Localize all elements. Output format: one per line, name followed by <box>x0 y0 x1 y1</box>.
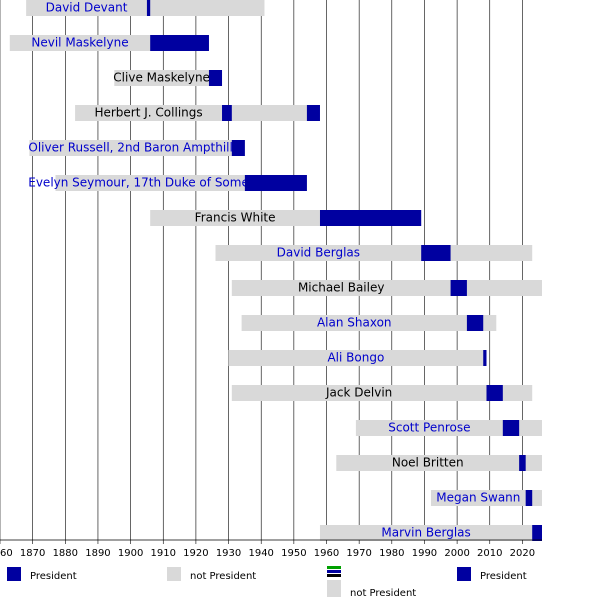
row-label: Evelyn Seymour, 17th Duke of Somerset <box>28 176 272 190</box>
term-bar <box>466 315 484 331</box>
grid <box>0 0 523 540</box>
row-label: Clive Maskelyne <box>113 71 210 85</box>
legend-swatch <box>7 567 21 581</box>
x-tick-label: 1930 <box>216 548 241 559</box>
term-bar <box>306 105 320 121</box>
row-label: Michael Bailey <box>298 281 385 295</box>
life-bar <box>55 175 307 191</box>
x-tick-label: 1940 <box>248 548 273 559</box>
x-tick-label: 1920 <box>183 548 208 559</box>
term-bar <box>208 70 223 86</box>
row-label: Francis White <box>195 211 276 225</box>
legend-swatch <box>327 574 341 577</box>
x-tick-label: 1990 <box>412 548 437 559</box>
x-axis: 1860 1870 1880 1890 1900 1910 1920 1930 1940 1950… <box>0 539 542 559</box>
row-label: Herbert J. Collings <box>94 106 202 120</box>
row-label: David Devant <box>46 1 128 15</box>
term-bar <box>519 455 526 471</box>
term-bar <box>231 140 245 156</box>
x-tick-label: 1900 <box>118 548 143 559</box>
term-bar <box>483 350 487 366</box>
legend-label: not President <box>350 588 416 599</box>
life-bar <box>75 105 320 121</box>
term-bar <box>222 105 232 121</box>
term-bar <box>486 385 503 401</box>
legend-swatch <box>457 567 471 581</box>
row-label: Ali Bongo <box>327 351 384 365</box>
term-bar <box>532 525 542 541</box>
life-bar <box>26 0 265 16</box>
row-label: Oliver Russell, 2nd Baron Ampthill <box>28 141 232 155</box>
term-bar <box>421 245 451 261</box>
term-bar <box>146 0 151 16</box>
row-label: Noel Britten <box>392 456 464 470</box>
plot: David Devant Nevil Maskelyne Clive Maskely… <box>9 0 542 541</box>
legend-label: President <box>480 571 527 582</box>
life-bar <box>319 525 542 541</box>
x-tick-label: 1980 <box>379 548 404 559</box>
life-bar <box>355 420 542 436</box>
legend-swatch <box>327 580 341 597</box>
x-tick-label: 1960 <box>314 548 339 559</box>
x-tick-label: 2010 <box>477 548 502 559</box>
term-bar <box>150 35 209 51</box>
row-label: Scott Penrose <box>388 421 470 435</box>
row-label: David Berglas <box>277 246 360 260</box>
life-bar <box>430 490 542 506</box>
life-bar <box>29 140 245 156</box>
term-bar <box>244 175 307 191</box>
x-tick-label: 1970 <box>346 548 371 559</box>
term-bar <box>319 210 422 226</box>
row-label: Nevil Maskelyne <box>31 36 128 50</box>
life-bar <box>336 455 542 471</box>
legend-label: not President <box>190 571 256 582</box>
x-tick-label: 1890 <box>85 548 110 559</box>
life-bar <box>231 280 542 296</box>
row-label: Megan Swann <box>436 491 520 505</box>
life-bar <box>215 245 533 261</box>
life-bar <box>241 315 497 331</box>
row-label: Marvin Berglas <box>381 526 470 540</box>
legend-swatch <box>327 566 341 569</box>
x-tick-label: 1950 <box>281 548 306 559</box>
legend-swatch <box>167 567 181 581</box>
term-bar <box>450 280 467 296</box>
life-bar <box>228 350 487 366</box>
legend: President not President not President Presi… <box>7 566 527 599</box>
term-bar <box>525 490 533 506</box>
term-bar <box>502 420 520 436</box>
x-tick-label: 1910 <box>151 548 176 559</box>
row-label: Alan Shaxon <box>317 316 392 330</box>
row-label: Jack Delvin <box>325 386 392 400</box>
x-tick-label: 2000 <box>444 548 469 559</box>
x-tick-label: 1860 <box>0 548 13 559</box>
life-bar <box>231 385 533 401</box>
x-tick-label: 2020 <box>510 548 535 559</box>
x-tick-label: 1880 <box>53 548 78 559</box>
life-bar <box>114 70 223 86</box>
legend-label: President <box>30 571 77 582</box>
x-tick-label: 1870 <box>20 548 45 559</box>
legend-swatch <box>327 570 341 573</box>
